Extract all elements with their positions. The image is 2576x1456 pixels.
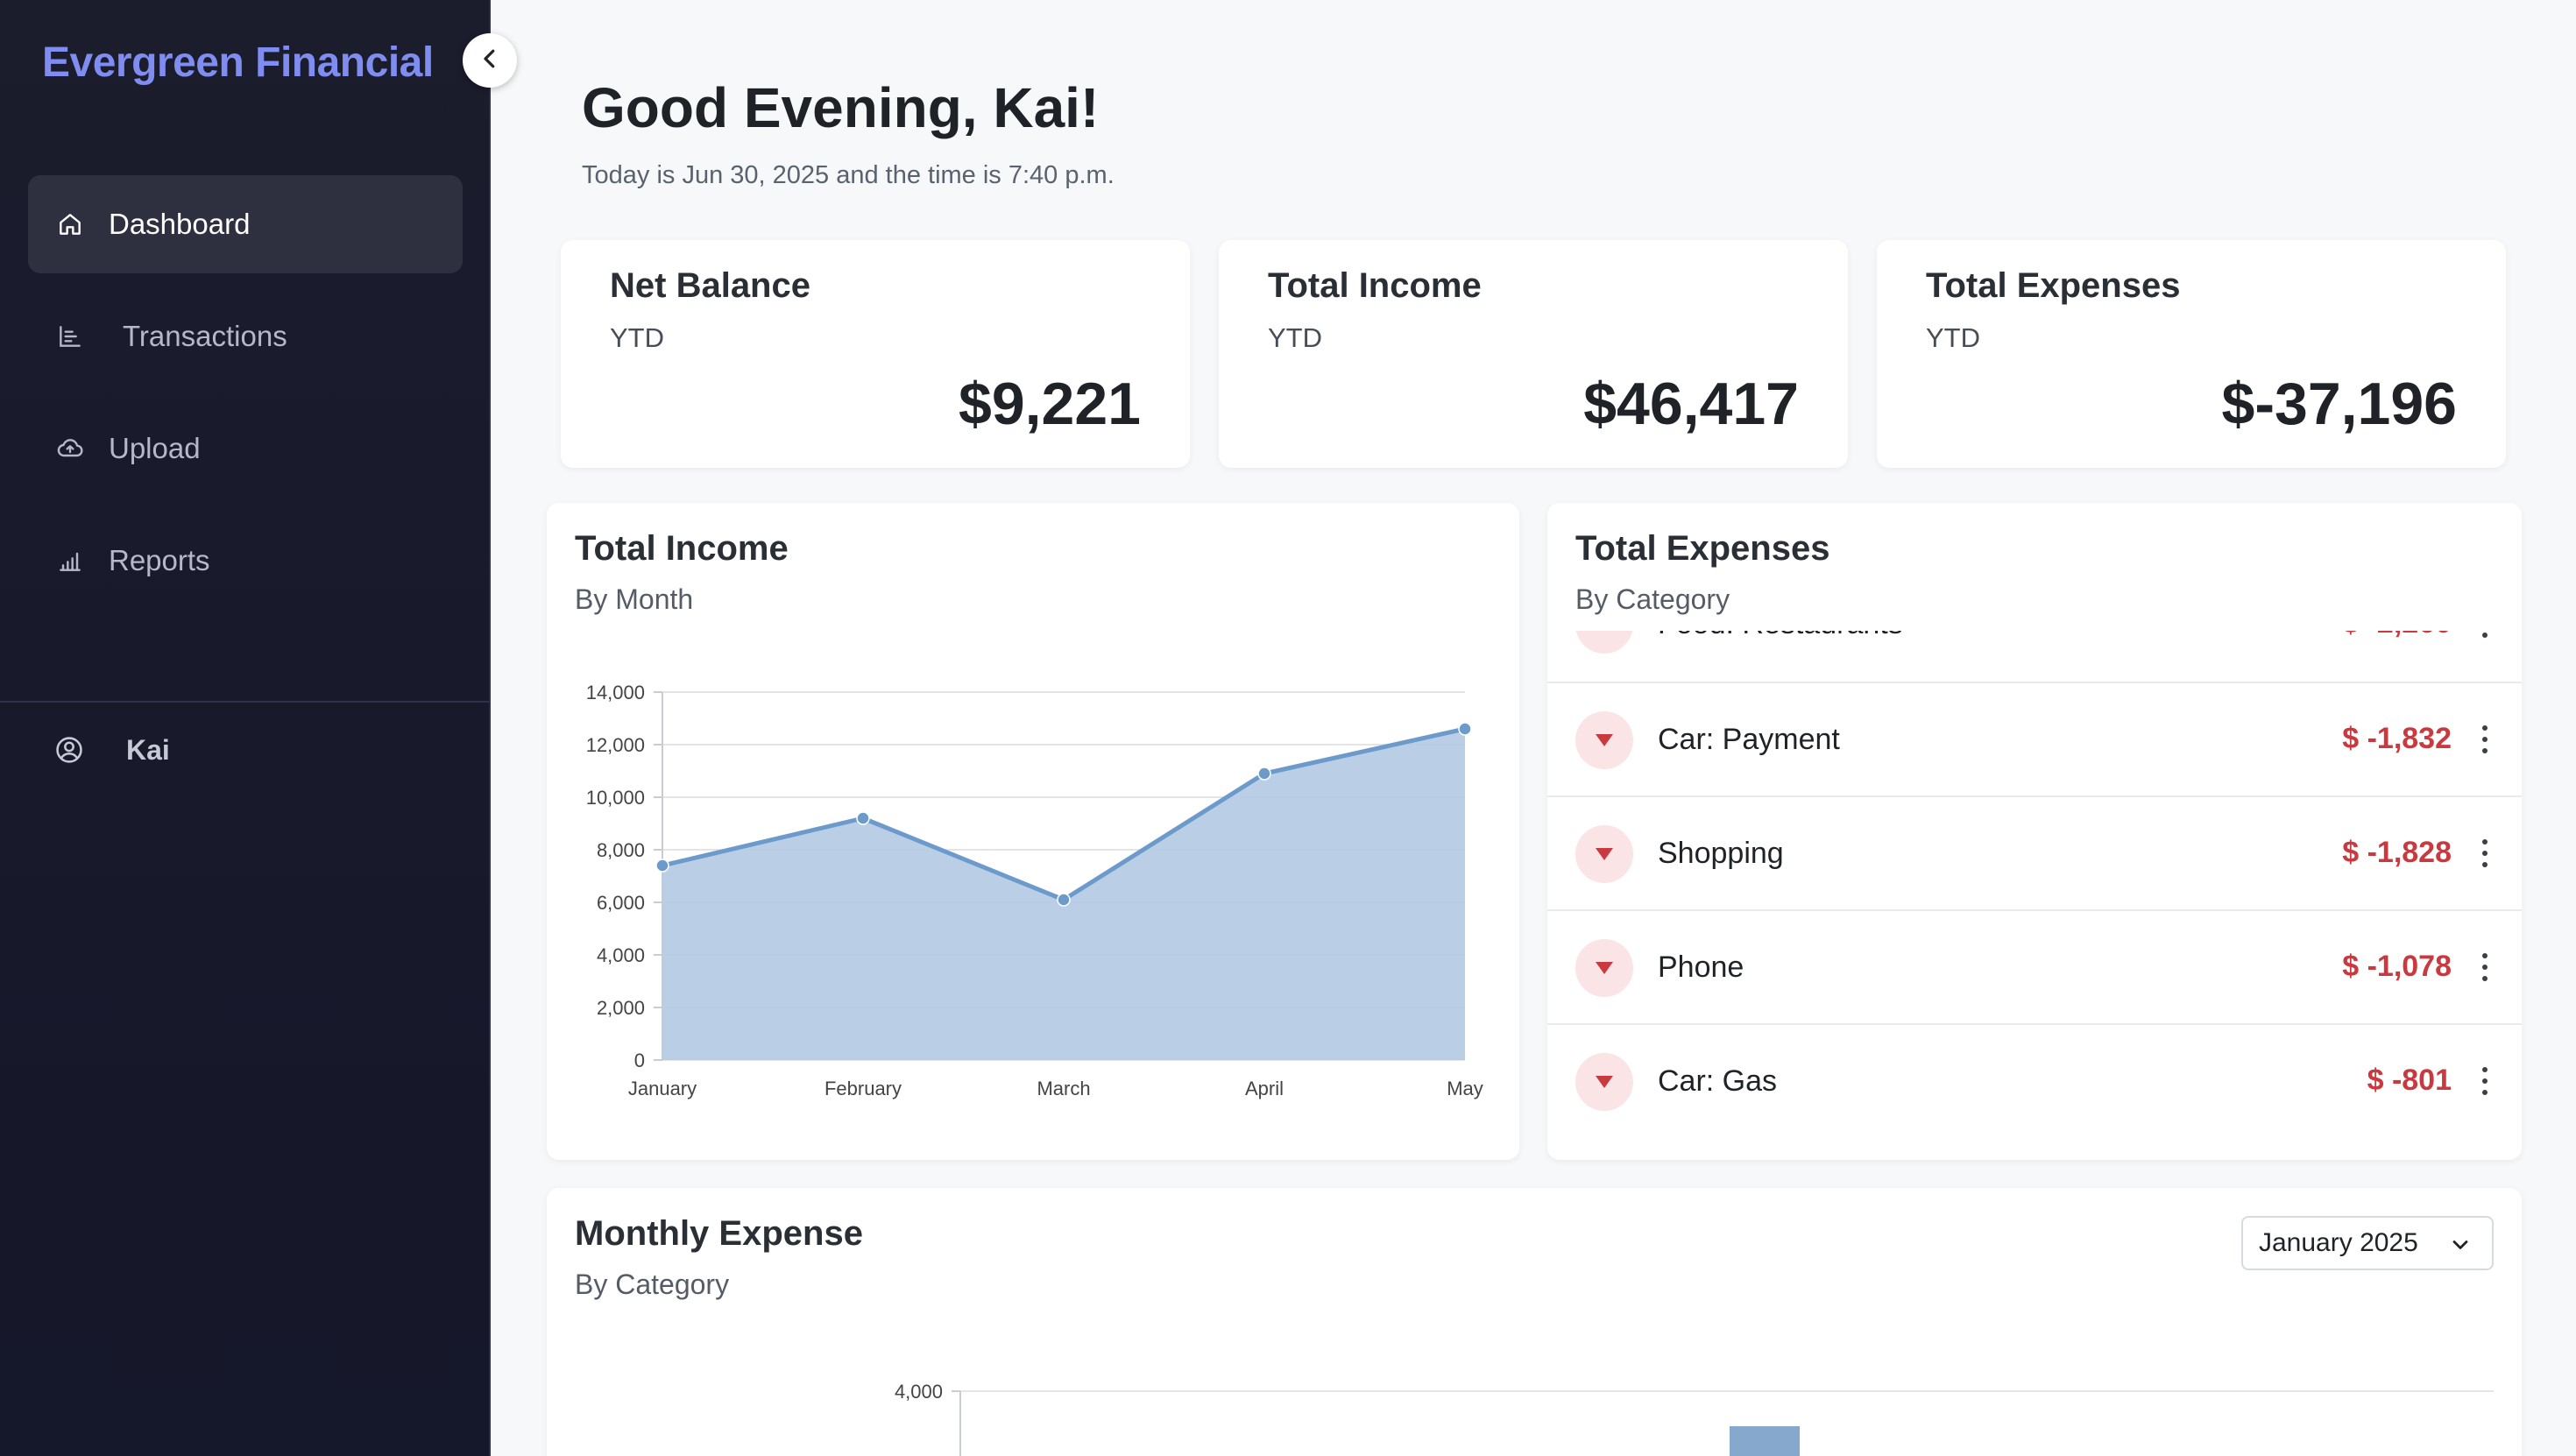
y-tick-label: 4,000	[895, 1381, 943, 1403]
nav-item-dashboard[interactable]: Dashboard	[28, 175, 463, 273]
caret-down-icon	[1575, 1053, 1633, 1111]
monthly-expense-panel: Monthly Expense By Category January 2025…	[547, 1188, 2522, 1456]
income-area-chart: 0 2,000 4,000 6,000 8,000 10,000 12,000 14,000 J…	[586, 682, 1483, 1099]
area-fill	[662, 729, 1465, 1060]
list-chart-icon	[54, 321, 86, 352]
data-point	[655, 859, 669, 873]
stat-title: Total Income	[1268, 266, 1482, 305]
stat-value: $46,417	[1583, 371, 1799, 437]
list-item[interactable]: Food: Restaurants $ -2,260	[1547, 631, 2522, 682]
chevron-down-icon	[2448, 1233, 2473, 1257]
bar-chart-icon	[54, 545, 86, 576]
panel-title: Total Income	[575, 529, 789, 568]
category-amount: $ -801	[2367, 1064, 2452, 1097]
y-tick-label: 10,000	[586, 787, 645, 809]
stat-title: Total Expenses	[1926, 266, 2181, 305]
stat-period: YTD	[1268, 322, 1322, 353]
x-tick-label: February	[824, 1078, 902, 1099]
cloud-upload-icon	[54, 433, 86, 464]
user-name: Kai	[126, 734, 170, 766]
stat-title: Net Balance	[610, 266, 810, 305]
more-vertical-icon[interactable]	[2478, 720, 2492, 759]
nav-label: Dashboard	[109, 208, 251, 240]
category-amount: $ -1,832	[2342, 722, 2452, 755]
stat-value: $9,221	[959, 371, 1141, 437]
nav-item-transactions[interactable]: Transactions	[28, 287, 463, 385]
x-tick-label: April	[1245, 1078, 1284, 1099]
panel-subtitle: By Category	[1575, 583, 1748, 616]
caret-down-icon	[1575, 631, 1633, 654]
chevron-left-icon	[477, 46, 503, 76]
nav-item-upload[interactable]: Upload	[28, 399, 463, 498]
category-label: Phone	[1658, 951, 1744, 984]
more-vertical-icon[interactable]	[2478, 834, 2492, 873]
nav-item-reports[interactable]: Reports	[28, 512, 463, 610]
monthly-bar-chart: 4,000	[895, 1381, 2494, 1456]
sidebar: Evergreen Financial Dashboard Transactio…	[0, 0, 491, 1456]
y-tick-label: 6,000	[597, 892, 645, 914]
expenses-category-panel: Total Expenses By Category Food: Restaur…	[1547, 503, 2522, 1160]
y-tick-label: 8,000	[597, 839, 645, 861]
home-icon	[54, 209, 86, 240]
category-amount: $ -2,260	[2342, 631, 2452, 640]
stat-card-total-expenses: Total Expenses YTD $-37,196	[1877, 240, 2506, 468]
page-title: Good Evening, Kai!	[582, 76, 1100, 139]
month-select-value: January 2025	[2259, 1228, 2418, 1257]
category-amount: $ -1,828	[2342, 836, 2452, 869]
nav-label: Upload	[109, 432, 201, 464]
panel-subtitle: By Category	[575, 1269, 730, 1300]
data-point	[1458, 722, 1472, 736]
caret-down-icon	[1575, 939, 1633, 997]
stat-card-total-income: Total Income YTD $46,417	[1219, 240, 1848, 468]
sidebar-divider	[0, 701, 491, 703]
page-subtitle: Today is Jun 30, 2025 and the time is 7:…	[582, 161, 1115, 189]
brand-logo[interactable]: Evergreen Financial	[42, 39, 434, 86]
nav-label: Reports	[109, 544, 210, 576]
y-tick-label: 4,000	[597, 944, 645, 966]
panel-title: Monthly Expense	[575, 1214, 863, 1253]
category-label: Car: Payment	[1658, 723, 1840, 756]
category-label: Shopping	[1658, 837, 1784, 870]
stat-period: YTD	[610, 322, 664, 353]
stat-card-net-balance: Net Balance YTD $9,221	[561, 240, 1190, 468]
category-label: Food: Restaurants	[1658, 631, 1903, 641]
category-label: Car: Gas	[1658, 1064, 1778, 1098]
more-vertical-icon[interactable]	[2478, 948, 2492, 986]
nav-label: Transactions	[123, 320, 287, 352]
stat-period: YTD	[1926, 322, 1980, 353]
category-amount: $ -1,078	[2342, 950, 2452, 983]
caret-down-icon	[1575, 825, 1633, 883]
list-item[interactable]: Car: Payment $ -1,832	[1547, 682, 2522, 795]
caret-down-icon	[1575, 711, 1633, 769]
list-item[interactable]: Car: Gas $ -801	[1547, 1023, 2522, 1137]
x-tick-label: March	[1037, 1078, 1090, 1099]
panel-subtitle: By Month	[575, 583, 694, 615]
user-circle-icon	[54, 735, 86, 767]
data-point	[1057, 893, 1071, 907]
bar	[1730, 1426, 1800, 1456]
y-tick-label: 14,000	[586, 682, 645, 703]
y-tick-label: 0	[634, 1050, 645, 1071]
user-profile[interactable]: Kai	[54, 734, 170, 767]
y-tick-label: 2,000	[597, 997, 645, 1019]
expense-category-list: Food: Restaurants $ -2,260 Car: Payment …	[1547, 631, 2522, 1160]
data-point	[1257, 767, 1271, 781]
list-item[interactable]: Shopping $ -1,828	[1547, 795, 2522, 909]
income-chart-panel: Total Income By Month 0 2,000 4,000 6,000 8,…	[547, 503, 1519, 1160]
data-point	[856, 811, 870, 825]
list-item[interactable]: Phone $ -1,078	[1547, 909, 2522, 1023]
month-select[interactable]: January 2025	[2241, 1216, 2494, 1270]
x-tick-label: May	[1447, 1078, 1483, 1099]
y-tick-label: 12,000	[586, 734, 645, 756]
more-vertical-icon[interactable]	[2478, 1062, 2492, 1100]
more-vertical-icon[interactable]	[2478, 631, 2492, 643]
panel-title: Total Expenses	[1575, 529, 1830, 568]
x-tick-label: January	[628, 1078, 697, 1099]
stat-value: $-37,196	[2221, 371, 2457, 437]
sidebar-collapse-button[interactable]	[463, 33, 517, 88]
